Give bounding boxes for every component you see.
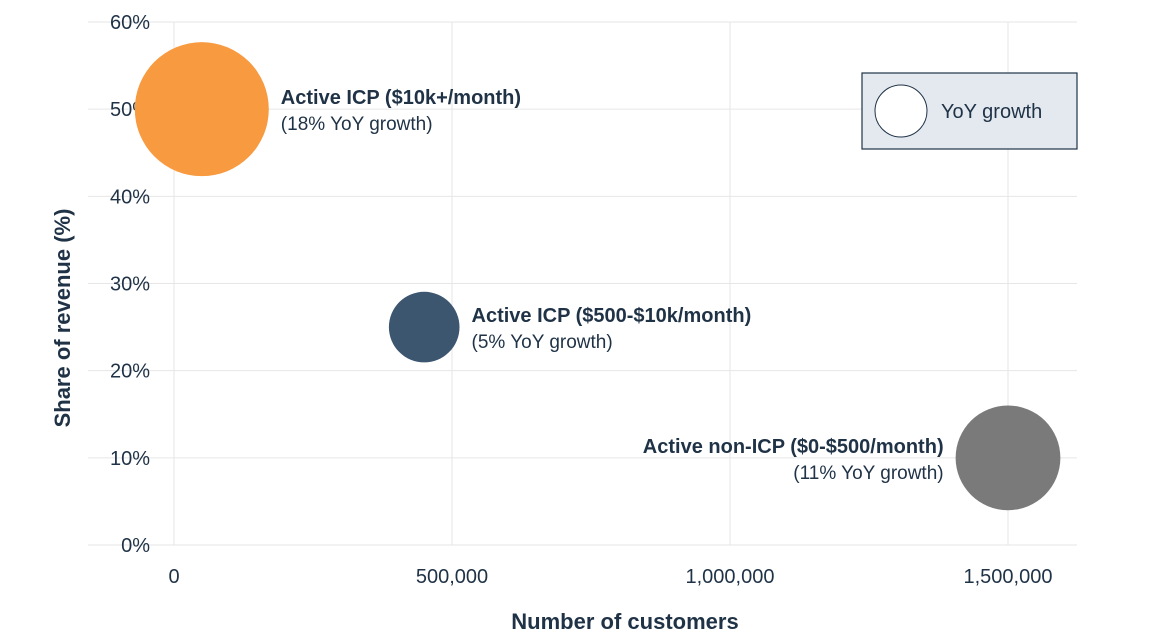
bubble-sublabel: (5% YoY growth) [472, 332, 613, 353]
x-tick-label: 500,000 [416, 566, 488, 588]
x-tick-label: 1,000,000 [686, 566, 775, 588]
bubble-point [134, 42, 269, 177]
y-tick-label: 30% [110, 274, 150, 296]
x-axis-ticks: 0 500,000 1,000,000 1,500,000 [168, 566, 1052, 588]
bubble-label: Active ICP ($500-$10k/month) [472, 305, 752, 327]
bubble-series: Active ICP ($10k+/month) (18% YoY growth)… [134, 42, 1061, 511]
y-tick-label: 20% [110, 361, 150, 383]
bubble-label: Active ICP ($10k+/month) [281, 87, 521, 109]
y-tick-label: 0% [121, 535, 150, 557]
legend-bubble-icon [874, 84, 928, 138]
bubble-label: Active non-ICP ($0-$500/month) [643, 436, 944, 458]
y-tick-label: 10% [110, 448, 150, 470]
y-axis-title: Share of revenue (%) [50, 209, 75, 428]
bubble-sublabel: (11% YoY growth) [793, 463, 943, 484]
bubble-point [388, 291, 460, 363]
bubble-point [955, 405, 1061, 511]
x-axis-title: Number of customers [511, 609, 738, 634]
y-tick-label: 40% [110, 186, 150, 208]
bubble-sublabel: (18% YoY growth) [281, 114, 433, 135]
legend: YoY growth [861, 72, 1078, 150]
legend-label: YoY growth [941, 101, 1042, 123]
y-axis-ticks: 0%10%20%30%40%50%60% [110, 12, 150, 557]
y-tick-label: 60% [110, 12, 150, 34]
x-tick-label: 0 [168, 566, 179, 588]
x-tick-label: 1,500,000 [964, 566, 1053, 588]
